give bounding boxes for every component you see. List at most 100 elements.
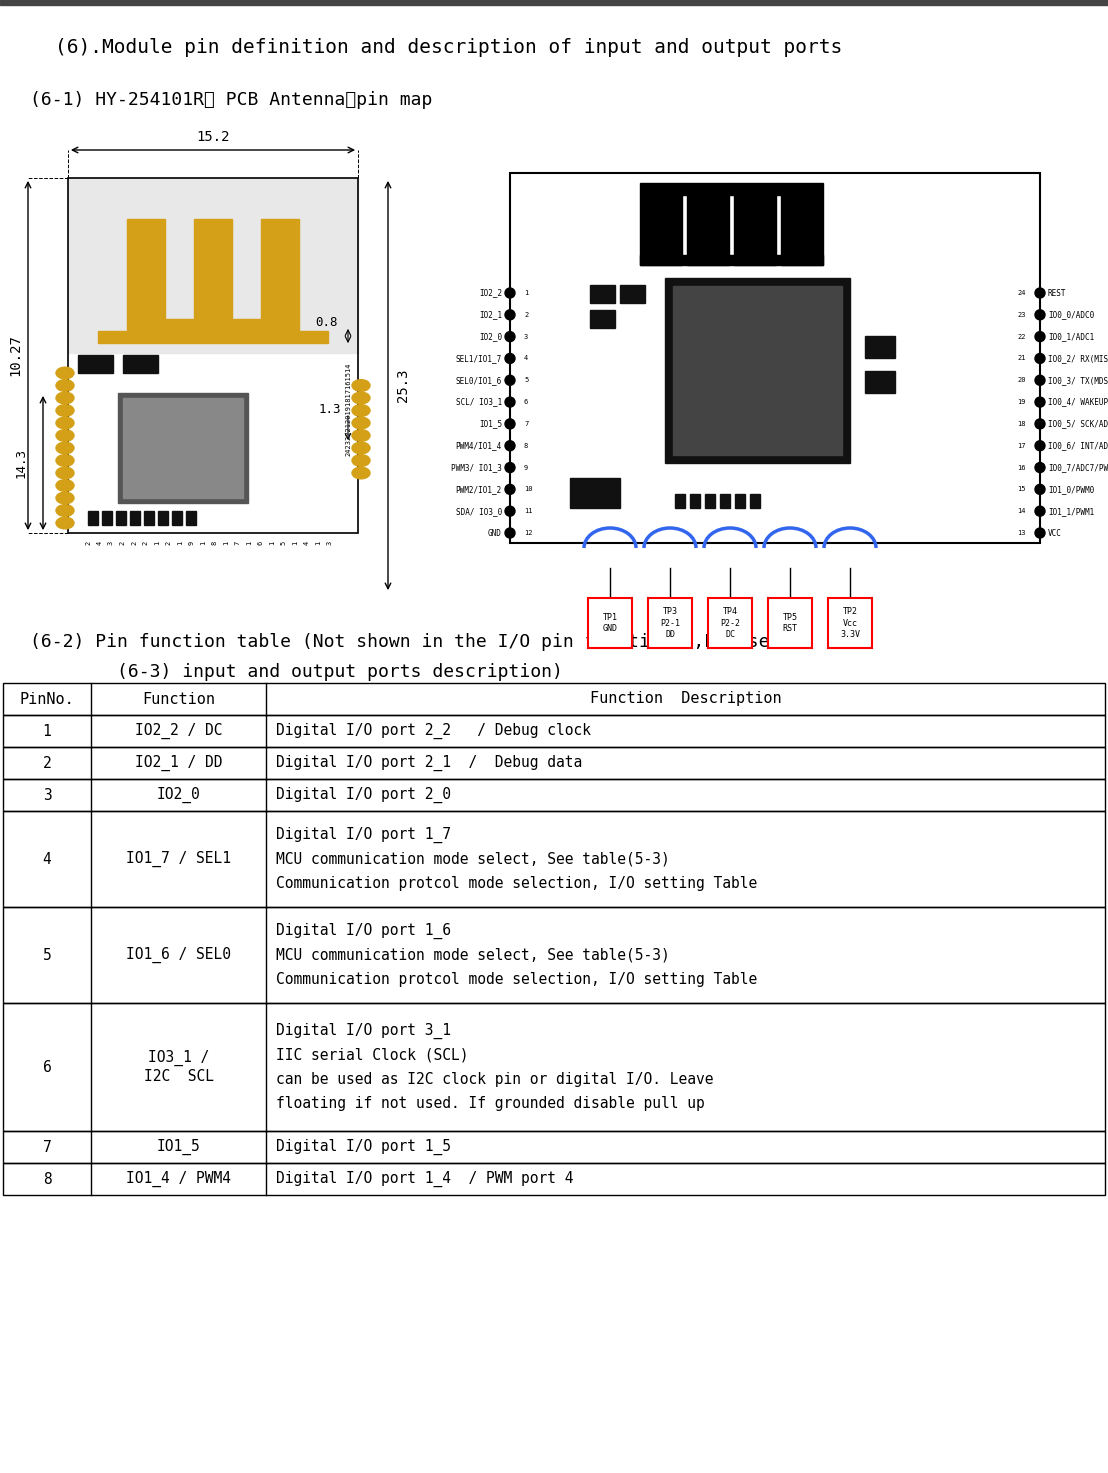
Ellipse shape: [352, 442, 370, 454]
Circle shape: [1035, 440, 1045, 451]
Text: (6).Module pin definition and description of input and output ports: (6).Module pin definition and descriptio…: [55, 38, 842, 57]
Text: MCU communication mode select, See table(5-3): MCU communication mode select, See table…: [276, 947, 669, 962]
Text: 8: 8: [524, 443, 529, 449]
Text: 1: 1: [223, 541, 229, 545]
Bar: [3, 907, 1105, 1003]
Text: IO2_2 / DC: IO2_2 / DC: [135, 723, 223, 739]
Text: 3: 3: [524, 334, 529, 340]
Bar: [68, 178, 358, 533]
Bar: [123, 398, 243, 498]
Circle shape: [505, 485, 515, 495]
Text: PWM4/IO1_4: PWM4/IO1_4: [455, 442, 502, 451]
Text: 2: 2: [143, 541, 148, 545]
Ellipse shape: [352, 430, 370, 442]
Ellipse shape: [57, 380, 74, 392]
Bar: [705, 493, 715, 508]
Text: 11: 11: [524, 508, 533, 514]
Circle shape: [505, 289, 515, 298]
Text: 3: 3: [327, 541, 332, 545]
Bar: [510, 172, 1040, 544]
Bar: [194, 219, 232, 231]
Text: Communication protcol mode selection, I/O setting Table: Communication protcol mode selection, I/…: [276, 876, 757, 891]
Text: 4: 4: [96, 541, 103, 545]
Ellipse shape: [352, 417, 370, 429]
Ellipse shape: [352, 467, 370, 479]
Bar: [589, 284, 615, 303]
Text: 1: 1: [293, 541, 298, 545]
Bar: [127, 231, 165, 331]
Bar: [144, 511, 154, 524]
Text: PWM2/IO1_2: PWM2/IO1_2: [455, 485, 502, 493]
Circle shape: [505, 440, 515, 451]
Text: IO1_0/PWM0: IO1_0/PWM0: [1048, 485, 1095, 493]
Bar: [102, 511, 112, 524]
Circle shape: [1035, 485, 1045, 495]
Text: IO2_1: IO2_1: [479, 311, 502, 320]
Text: REST: REST: [1048, 289, 1067, 298]
Bar: [186, 511, 196, 524]
Text: IO2_1 / DD: IO2_1 / DD: [135, 754, 223, 770]
Text: 10.27: 10.27: [8, 334, 22, 377]
Text: 2423222120191817161514: 2423222120191817161514: [345, 362, 351, 457]
Circle shape: [1035, 354, 1045, 364]
Text: IO1_7 / SEL1: IO1_7 / SEL1: [126, 851, 230, 868]
Text: Digital I/O port 2_2   / Debug clock: Digital I/O port 2_2 / Debug clock: [276, 723, 591, 739]
Bar: [127, 219, 165, 231]
Text: 6: 6: [257, 541, 264, 545]
Text: IO0_2/ RX(MISO)/ADC2: IO0_2/ RX(MISO)/ADC2: [1048, 354, 1108, 362]
Bar: [0, 0, 1108, 4]
Text: 5: 5: [42, 947, 51, 962]
Bar: [687, 183, 729, 194]
Bar: [665, 278, 850, 463]
Text: Communication protcol mode selection, I/O setting Table: Communication protcol mode selection, I/…: [276, 972, 757, 987]
Bar: [640, 183, 683, 194]
Text: Digital I/O port 3_1: Digital I/O port 3_1: [276, 1022, 451, 1038]
Text: Digital I/O port 1_4  / PWM port 4: Digital I/O port 1_4 / PWM port 4: [276, 1171, 574, 1187]
Bar: [3, 1003, 1105, 1131]
Ellipse shape: [57, 517, 74, 529]
Bar: [165, 320, 194, 331]
Text: 2: 2: [120, 541, 125, 545]
Text: 16: 16: [1017, 464, 1026, 470]
Circle shape: [1035, 331, 1045, 342]
Text: 1: 1: [246, 541, 252, 545]
Ellipse shape: [352, 380, 370, 392]
Bar: [123, 355, 158, 373]
Ellipse shape: [57, 442, 74, 454]
Text: (6-2) Pin function table (Not shown in the I/O pin functions ,Please see: (6-2) Pin function table (Not shown in t…: [30, 633, 813, 651]
Text: 4: 4: [304, 541, 309, 545]
Bar: [510, 172, 1040, 273]
Text: 7: 7: [524, 421, 529, 427]
Circle shape: [1035, 527, 1045, 538]
Text: 1: 1: [177, 541, 183, 545]
Text: IO0_7/ADC7/PWM5: IO0_7/ADC7/PWM5: [1048, 463, 1108, 471]
Text: (6-1) HY-254101R（ PCB Antenna）pin map: (6-1) HY-254101R（ PCB Antenna）pin map: [30, 91, 432, 109]
Text: Function  Description: Function Description: [589, 691, 781, 707]
Text: Digital I/O port 1_6: Digital I/O port 1_6: [276, 922, 451, 938]
Text: (6-3) input and output ports description): (6-3) input and output ports description…: [30, 663, 563, 681]
Text: 2: 2: [165, 541, 172, 545]
Text: 18: 18: [1017, 421, 1026, 427]
Text: 2: 2: [85, 541, 91, 545]
Bar: [158, 511, 168, 524]
Bar: [735, 493, 745, 508]
Bar: [194, 231, 232, 331]
Text: VCC: VCC: [1048, 529, 1061, 538]
Text: IO1_4 / PWM4: IO1_4 / PWM4: [126, 1171, 230, 1187]
Ellipse shape: [57, 392, 74, 404]
Text: TP3
P2-1
DD: TP3 P2-1 DD: [660, 607, 680, 639]
Text: Digital I/O port 1_5: Digital I/O port 1_5: [276, 1139, 451, 1155]
Bar: [3, 1131, 1105, 1164]
Ellipse shape: [57, 480, 74, 492]
Text: TP1
GND: TP1 GND: [603, 613, 617, 633]
Text: 1: 1: [524, 290, 529, 296]
Text: 1: 1: [154, 541, 160, 545]
Text: 13: 13: [1017, 530, 1026, 536]
Text: 1.3: 1.3: [319, 404, 341, 415]
Text: IO2_2: IO2_2: [479, 289, 502, 298]
Ellipse shape: [352, 405, 370, 417]
Text: 5: 5: [524, 377, 529, 383]
Circle shape: [505, 463, 515, 473]
Text: 9: 9: [524, 464, 529, 470]
Text: 6: 6: [42, 1059, 51, 1074]
